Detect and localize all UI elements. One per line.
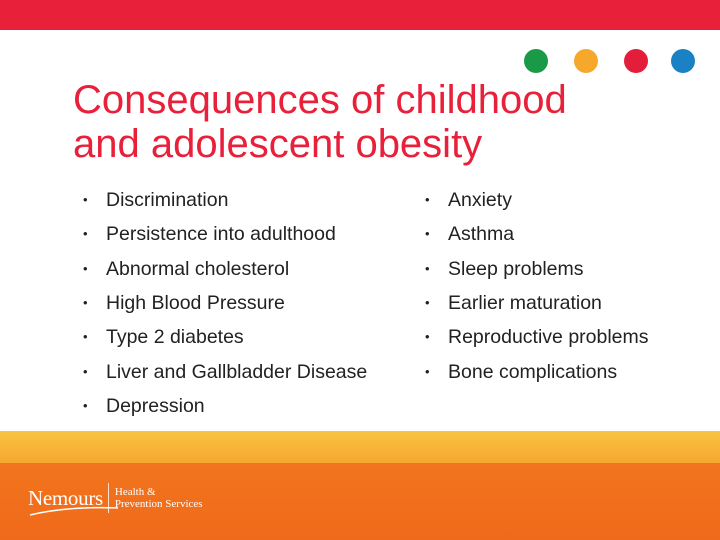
list-item: • Abnormal cholesterol (83, 252, 423, 286)
list-item: • Reproductive problems (425, 320, 720, 354)
logo-divider (107, 483, 109, 513)
list-item: • Liver and Gallbladder Disease (83, 354, 423, 388)
list-item: • Type 2 diabetes (83, 320, 423, 354)
bullet-icon: • (425, 192, 430, 208)
yellow-dot (574, 49, 598, 73)
bullet-icon: • (83, 397, 88, 413)
red-dot (624, 49, 648, 73)
bullet-icon: • (83, 295, 88, 311)
list-item: • Sleep problems (425, 252, 720, 286)
yellow-band (0, 431, 720, 463)
title-line-1: Consequences of childhood (73, 78, 567, 122)
logo-swoosh-icon (29, 506, 119, 516)
bullet-icon: • (83, 329, 88, 345)
list-item: • Earlier maturation (425, 286, 720, 320)
bullet-icon: • (83, 192, 88, 208)
decorative-dots (524, 49, 699, 75)
nemours-logo: Nemours Health & Prevention Services (28, 478, 203, 518)
bullet-icon: • (425, 226, 430, 242)
green-dot (524, 49, 548, 73)
logo-name: Nemours (28, 485, 103, 510)
bullet-icon: • (425, 260, 430, 276)
bullet-icon: • (425, 363, 430, 379)
bullet-icon: • (83, 226, 88, 242)
list-item: • High Blood Pressure (83, 286, 423, 320)
left-bullet-list: • Discrimination • Persistence into adulth… (83, 183, 423, 423)
list-item: • Depression (83, 389, 423, 423)
bullet-icon: • (83, 260, 88, 276)
logo-subtitle: Health & Prevention Services (114, 486, 203, 510)
list-item: • Discrimination (83, 183, 423, 217)
title-line-2: and adolescent obesity (73, 122, 483, 166)
bullet-icon: • (83, 363, 88, 379)
list-item: • Bone complications (425, 354, 720, 388)
slide-title: Consequences of childhood and adolescent… (73, 78, 673, 166)
bullet-icon: • (425, 295, 430, 311)
blue-dot (671, 49, 695, 73)
bullet-icon: • (425, 329, 430, 345)
list-item: • Anxiety (425, 183, 720, 217)
footer (0, 463, 720, 540)
right-bullet-list: • Anxiety • Asthma • Sleep problems • Earlie… (425, 183, 720, 389)
list-item: • Asthma (425, 217, 720, 251)
list-item: • Persistence into adulthood (83, 217, 423, 251)
top-accent-bar (0, 0, 720, 30)
